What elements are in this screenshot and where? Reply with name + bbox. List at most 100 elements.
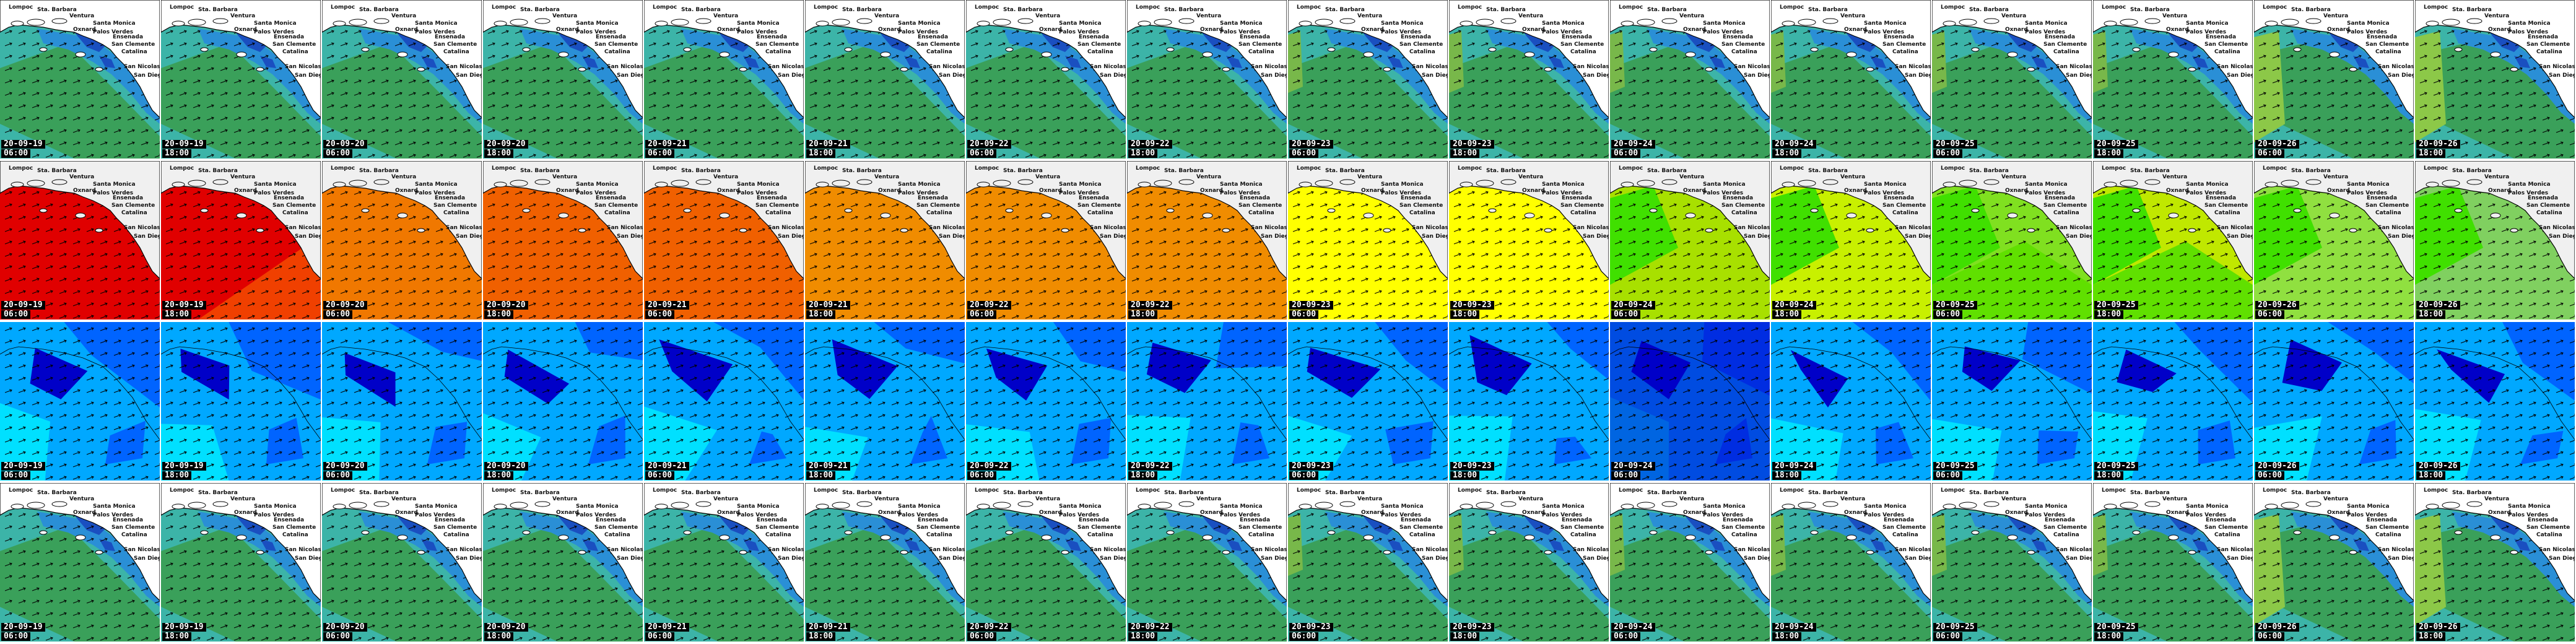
map-contour (1127, 161, 1287, 320)
panel-wave-height-2-13: Lompoc Sta. Barbara Ventura Santa Monica Oxn… (2093, 483, 2253, 642)
map-contour (1449, 161, 1609, 320)
place-label: Sta. Barbara (1808, 168, 1848, 174)
panel-wind-speed-6: 20-09-22 06:00 (966, 322, 1126, 481)
forecast-date-label: 20-09-19 (1, 301, 45, 310)
place-label: Palos Verdes (254, 30, 294, 35)
forecast-time-label: 18:00 (806, 149, 836, 158)
place-label: San Clemente (2204, 525, 2248, 531)
place-label: Oxnard (1361, 188, 1384, 194)
map-contour (1127, 322, 1287, 481)
place-label: Sta. Barbara (1003, 7, 1043, 13)
forecast-date-label: 20-09-22 (1128, 462, 1172, 471)
place-label: Ventura (230, 14, 255, 19)
place-label: Lompoc (2263, 166, 2287, 172)
map-contour (644, 0, 804, 159)
place-label: San Diego (2227, 234, 2253, 240)
panel-wave-height-4: Lompoc Sta. Barbara Ventura Santa Monica Oxn… (644, 0, 804, 159)
place-label: Palos Verdes (1864, 513, 1904, 518)
place-label: Oxnard (1683, 510, 1706, 516)
forecast-date-label: 20-09-25 (1933, 623, 1977, 632)
forecast-time-label: 06:00 (1, 632, 31, 641)
place-label: San Nicolas (1734, 547, 1770, 553)
place-label: Sta. Barbara (1969, 168, 2009, 174)
place-label: San Diego (939, 556, 965, 562)
map-contour (2254, 0, 2414, 159)
forecast-date-label: 20-09-24 (1611, 140, 1655, 149)
forecast-date-label: 20-09-23 (1289, 462, 1333, 471)
place-label: Oxnard (73, 27, 96, 33)
forecast-time-label: 06:00 (1933, 310, 1963, 319)
place-label: Ventura (2484, 14, 2509, 19)
place-label: Catalina (2214, 211, 2240, 216)
map-contour (322, 161, 482, 320)
panel-wind-speed-15: 20-09-26 18:00 (2415, 322, 2575, 481)
place-label: San Diego (1261, 556, 1287, 562)
place-label: Oxnard (2005, 188, 2028, 194)
place-label: Lompoc (492, 488, 516, 494)
place-label: Lompoc (9, 488, 33, 494)
place-label: Santa Monica (2508, 21, 2551, 27)
place-label: Santa Monica (254, 21, 297, 27)
place-label: Sta. Barbara (2452, 168, 2492, 174)
place-label: Ensenada (1562, 35, 1592, 40)
place-label: Palos Verdes (1381, 30, 1421, 35)
place-label: Palos Verdes (415, 30, 455, 35)
place-label: Ensenada (2528, 196, 2558, 201)
place-label: San Nicolas (285, 64, 321, 70)
forecast-time-label: 06:00 (967, 471, 997, 480)
place-label: Sta. Barbara (1325, 490, 1365, 496)
place-label: San Clemente (755, 42, 799, 48)
place-label: Oxnard (2488, 510, 2511, 516)
forecast-date-label: 20-09-20 (484, 140, 528, 149)
forecast-time-label: 06:00 (967, 310, 997, 319)
place-label: Palos Verdes (415, 191, 455, 196)
place-label: San Nicolas (2056, 225, 2092, 231)
place-label: Ensenada (1562, 196, 1592, 201)
forecast-date-label: 20-09-21 (645, 462, 689, 471)
place-label: Ventura (1357, 497, 1382, 502)
map-contour (322, 322, 482, 481)
place-label: Palos Verdes (254, 513, 294, 518)
place-label: Palos Verdes (1059, 191, 1099, 196)
place-label: Ventura (1196, 497, 1221, 502)
forecast-date-label: 20-09-26 (2416, 623, 2460, 632)
place-label: Lompoc (331, 166, 355, 172)
panel-wave-height-2-10: Lompoc Sta. Barbara Ventura Santa Monica Oxn… (1610, 483, 1770, 642)
map-contour (644, 161, 804, 320)
panel-wind-speed-10: 20-09-24 06:00 (1610, 322, 1770, 481)
forecast-date-label: 20-09-20 (323, 623, 367, 632)
place-label: Palos Verdes (1864, 191, 1904, 196)
place-label: Sta. Barbara (37, 168, 77, 174)
map-contour (1449, 483, 1609, 642)
place-label: Santa Monica (1059, 504, 1102, 510)
place-label: San Diego (1744, 556, 1770, 562)
place-label: San Nicolas (1090, 225, 1126, 231)
map-contour (1932, 483, 2092, 642)
place-label: Ensenada (274, 35, 304, 40)
place-label: Catalina (2053, 50, 2079, 55)
place-label: Sta. Barbara (2452, 490, 2492, 496)
place-label: Santa Monica (2025, 182, 2068, 188)
place-label: Palos Verdes (93, 30, 133, 35)
place-label: Ventura (2001, 175, 2026, 180)
place-label: Catalina (282, 50, 308, 55)
place-label: Lompoc (814, 166, 838, 172)
place-label: Ensenada (2206, 518, 2236, 523)
place-label: San Clemente (1399, 42, 1443, 48)
forecast-date-label: 20-09-25 (2094, 462, 2138, 471)
place-label: Ventura (69, 14, 94, 19)
place-label: Ventura (2323, 14, 2348, 19)
place-label: Santa Monica (737, 504, 780, 510)
place-label: Ventura (391, 14, 416, 19)
place-label: Ventura (2323, 497, 2348, 502)
place-label: Sta. Barbara (37, 7, 77, 13)
place-label: Oxnard (878, 510, 901, 516)
place-label: Catalina (2053, 533, 2079, 538)
place-label: Oxnard (2488, 27, 2511, 33)
place-label: Ventura (1518, 14, 1543, 19)
place-label: Santa Monica (1220, 182, 1263, 188)
place-label: Lompoc (2102, 488, 2126, 494)
place-label: Catalina (2053, 211, 2079, 216)
place-label: Sta. Barbara (1486, 168, 1526, 174)
place-label: Ensenada (1884, 518, 1914, 523)
